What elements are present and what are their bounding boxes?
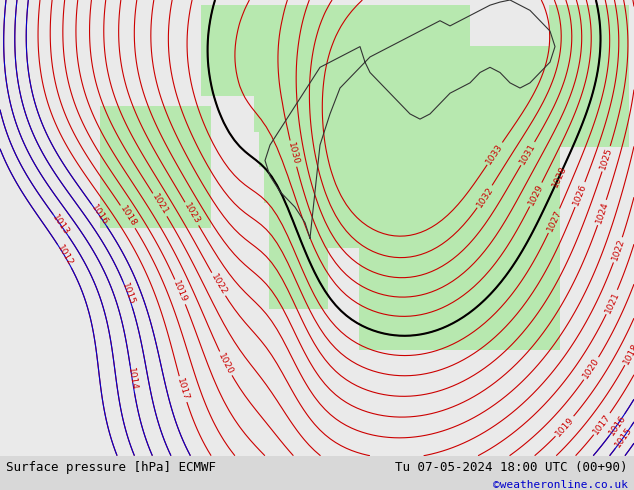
Text: 1018: 1018: [622, 341, 634, 366]
Text: 1022: 1022: [209, 272, 228, 296]
Text: 1021: 1021: [150, 193, 170, 217]
Text: 1021: 1021: [603, 290, 621, 315]
Text: 1025: 1025: [598, 147, 614, 171]
Text: 1018: 1018: [118, 205, 138, 229]
Text: 1033: 1033: [484, 142, 505, 166]
Text: 1012: 1012: [55, 244, 74, 268]
Text: 1024: 1024: [594, 200, 610, 225]
Text: 1015: 1015: [120, 282, 136, 306]
Text: 1017: 1017: [176, 377, 190, 401]
Text: 1020: 1020: [216, 351, 235, 376]
Text: 1029: 1029: [527, 182, 545, 207]
Text: 1020: 1020: [581, 357, 602, 381]
Text: 1019: 1019: [553, 415, 576, 438]
Text: 1032: 1032: [475, 185, 495, 209]
Text: 1016: 1016: [89, 203, 109, 227]
Text: 1027: 1027: [545, 209, 563, 233]
Text: Tu 07-05-2024 18:00 UTC (00+90): Tu 07-05-2024 18:00 UTC (00+90): [395, 461, 628, 474]
Text: 1028: 1028: [550, 164, 568, 189]
Text: 1014: 1014: [126, 367, 138, 391]
Text: 1026: 1026: [572, 182, 588, 207]
Text: 1023: 1023: [182, 202, 202, 226]
Text: 1013: 1013: [51, 213, 71, 237]
Text: 1019: 1019: [172, 279, 189, 304]
Text: 1015: 1015: [613, 425, 634, 449]
Text: 1022: 1022: [610, 238, 626, 262]
Text: ©weatheronline.co.uk: ©weatheronline.co.uk: [493, 480, 628, 490]
Text: 1030: 1030: [286, 141, 301, 166]
Text: Surface pressure [hPa] ECMWF: Surface pressure [hPa] ECMWF: [6, 461, 216, 474]
Text: 1031: 1031: [518, 142, 538, 166]
Text: 1017: 1017: [592, 412, 612, 436]
Text: 1016: 1016: [607, 413, 628, 437]
